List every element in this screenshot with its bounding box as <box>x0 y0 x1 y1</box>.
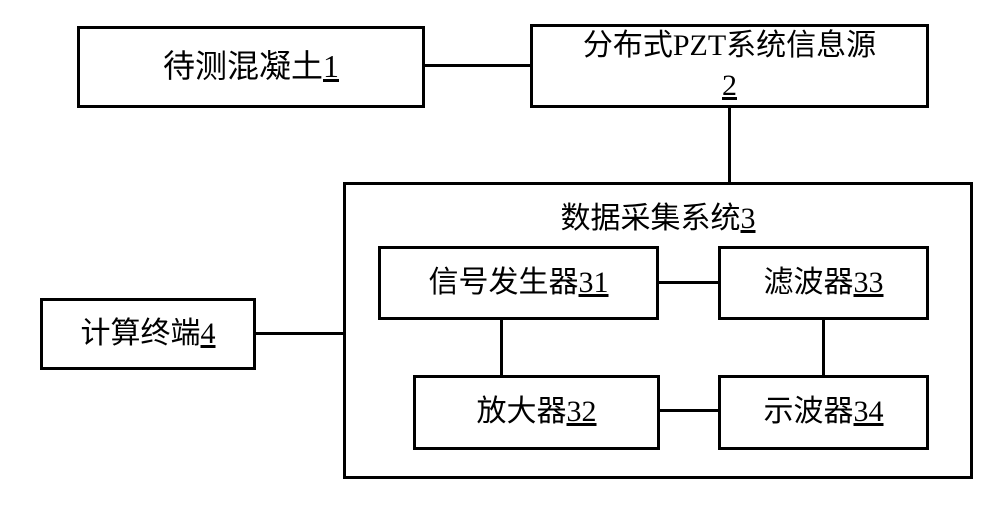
connector <box>256 332 343 335</box>
node-data-system-num: 3 <box>741 202 756 235</box>
node-pzt-label: 分布式PZT系统信息源 <box>583 29 876 62</box>
node-oscilloscope: 示波器34 <box>718 375 929 450</box>
node-filter-num: 33 <box>854 266 884 299</box>
node-filter-label: 滤波器 <box>764 266 854 299</box>
node-concrete: 待测混凝土1 <box>77 26 425 108</box>
node-terminal-num: 4 <box>201 317 216 350</box>
node-osc-label: 示波器 <box>764 395 854 428</box>
node-concrete-num: 1 <box>323 48 339 84</box>
node-siggen-num: 31 <box>579 266 609 299</box>
node-amp-num: 32 <box>567 395 597 428</box>
node-amp-label: 放大器 <box>477 395 567 428</box>
connector <box>659 281 718 284</box>
connector <box>500 320 503 375</box>
node-filter: 滤波器33 <box>718 246 929 320</box>
connector <box>822 320 825 375</box>
node-data-system-label: 数据采集系统 <box>561 202 741 235</box>
node-terminal-label: 计算终端 <box>81 317 201 350</box>
node-pzt-num: 2 <box>722 69 737 102</box>
connector <box>660 409 718 412</box>
node-osc-num: 34 <box>854 395 884 428</box>
node-siggen-label: 信号发生器 <box>429 266 579 299</box>
node-amplifier: 放大器32 <box>413 375 660 450</box>
node-concrete-label: 待测混凝土 <box>163 48 323 84</box>
node-terminal: 计算终端4 <box>40 298 256 370</box>
connector <box>728 108 731 182</box>
node-pzt: 分布式PZT系统信息源 2 <box>530 24 929 108</box>
connector <box>425 64 530 67</box>
node-signal-generator: 信号发生器31 <box>378 246 659 320</box>
